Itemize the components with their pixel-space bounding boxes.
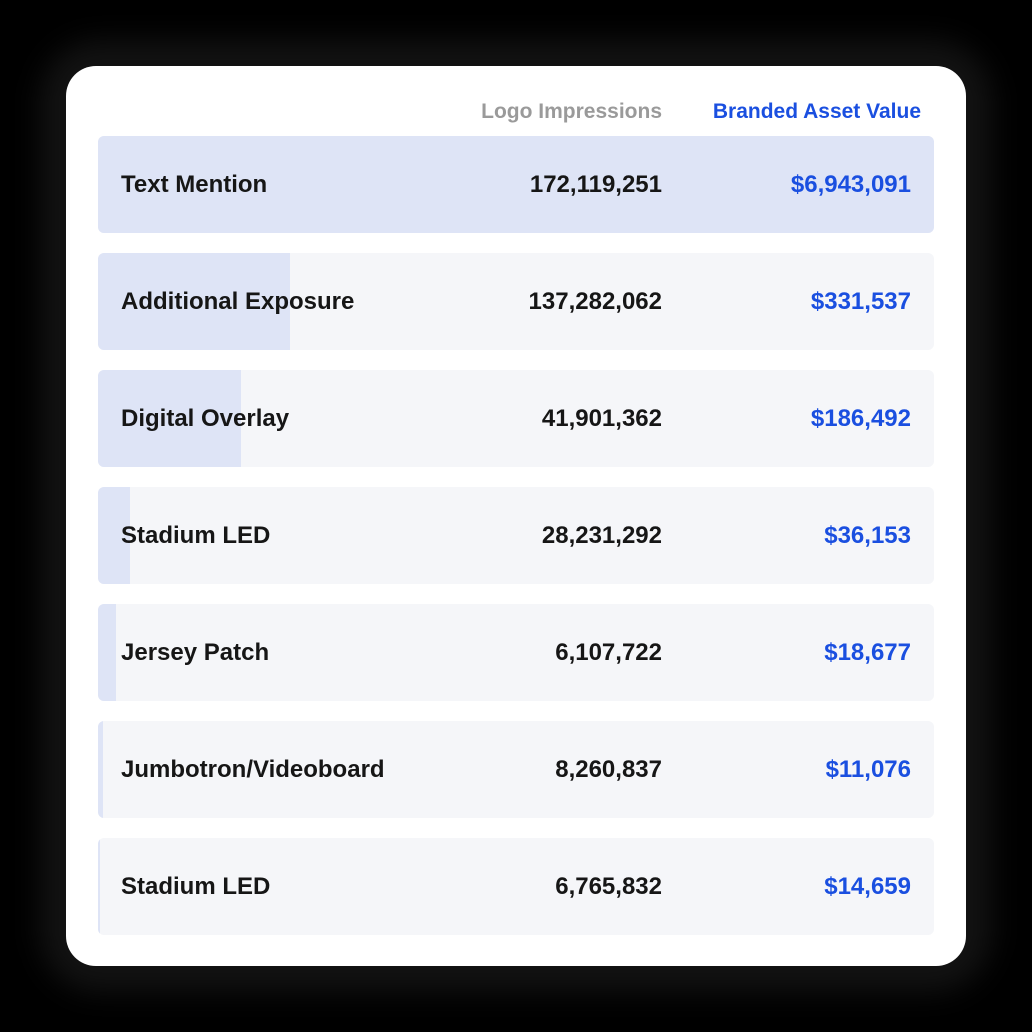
value-bar — [98, 721, 104, 818]
value-bar — [98, 604, 116, 701]
column-header-branded-asset-value[interactable]: Branded Asset Value — [712, 100, 921, 123]
table-row[interactable]: Text Mention 172,119,251 $6,943,091 — [98, 136, 934, 233]
table-row[interactable]: Jumbotron/Videoboard 8,260,837 $11,076 — [98, 721, 934, 818]
row-impressions: 6,107,722 — [555, 639, 662, 666]
row-value: $186,492 — [810, 405, 911, 432]
column-header-logo-impressions[interactable]: Logo Impressions — [481, 100, 662, 123]
value-bar — [98, 487, 130, 584]
row-impressions: 6,765,832 — [555, 873, 662, 900]
row-impressions: 172,119,251 — [529, 171, 662, 198]
row-impressions: 8,260,837 — [555, 756, 662, 783]
value-bar — [98, 253, 291, 350]
table-row[interactable]: Digital Overlay 41,901,362 $186,492 — [98, 370, 934, 467]
row-label: Stadium LED — [121, 522, 271, 549]
value-bar — [98, 370, 241, 467]
row-impressions: 28,231,292 — [541, 522, 662, 549]
value-bar — [98, 838, 101, 935]
asset-value-card: Logo Impressions Branded Asset Value Tex… — [66, 66, 966, 966]
row-value: $6,943,091 — [790, 171, 911, 198]
row-impressions: 137,282,062 — [528, 288, 662, 315]
row-label: Text Mention — [121, 171, 268, 198]
row-value: $331,537 — [810, 288, 911, 315]
row-value: $18,677 — [824, 639, 911, 666]
table-row[interactable]: Stadium LED 6,765,832 $14,659 — [98, 838, 934, 935]
row-label: Additional Exposure — [121, 288, 355, 315]
row-label: Digital Overlay — [121, 405, 290, 432]
row-value: $14,659 — [824, 873, 911, 900]
row-impressions: 41,901,362 — [541, 405, 662, 432]
table-header: Logo Impressions Branded Asset Value — [66, 96, 966, 130]
row-label: Jumbotron/Videoboard — [121, 756, 385, 783]
table-row[interactable]: Jersey Patch 6,107,722 $18,677 — [98, 604, 934, 701]
table-row[interactable]: Stadium LED 28,231,292 $36,153 — [98, 487, 934, 584]
row-value: $11,076 — [825, 756, 911, 783]
row-value: $36,153 — [824, 522, 911, 549]
row-label: Jersey Patch — [121, 639, 270, 666]
table-row[interactable]: Additional Exposure 137,282,062 $331,537 — [98, 253, 934, 350]
row-label: Stadium LED — [121, 873, 271, 900]
value-bar — [98, 136, 934, 233]
asset-rows: Text Mention 172,119,251 $6,943,091 Addi… — [98, 136, 934, 955]
